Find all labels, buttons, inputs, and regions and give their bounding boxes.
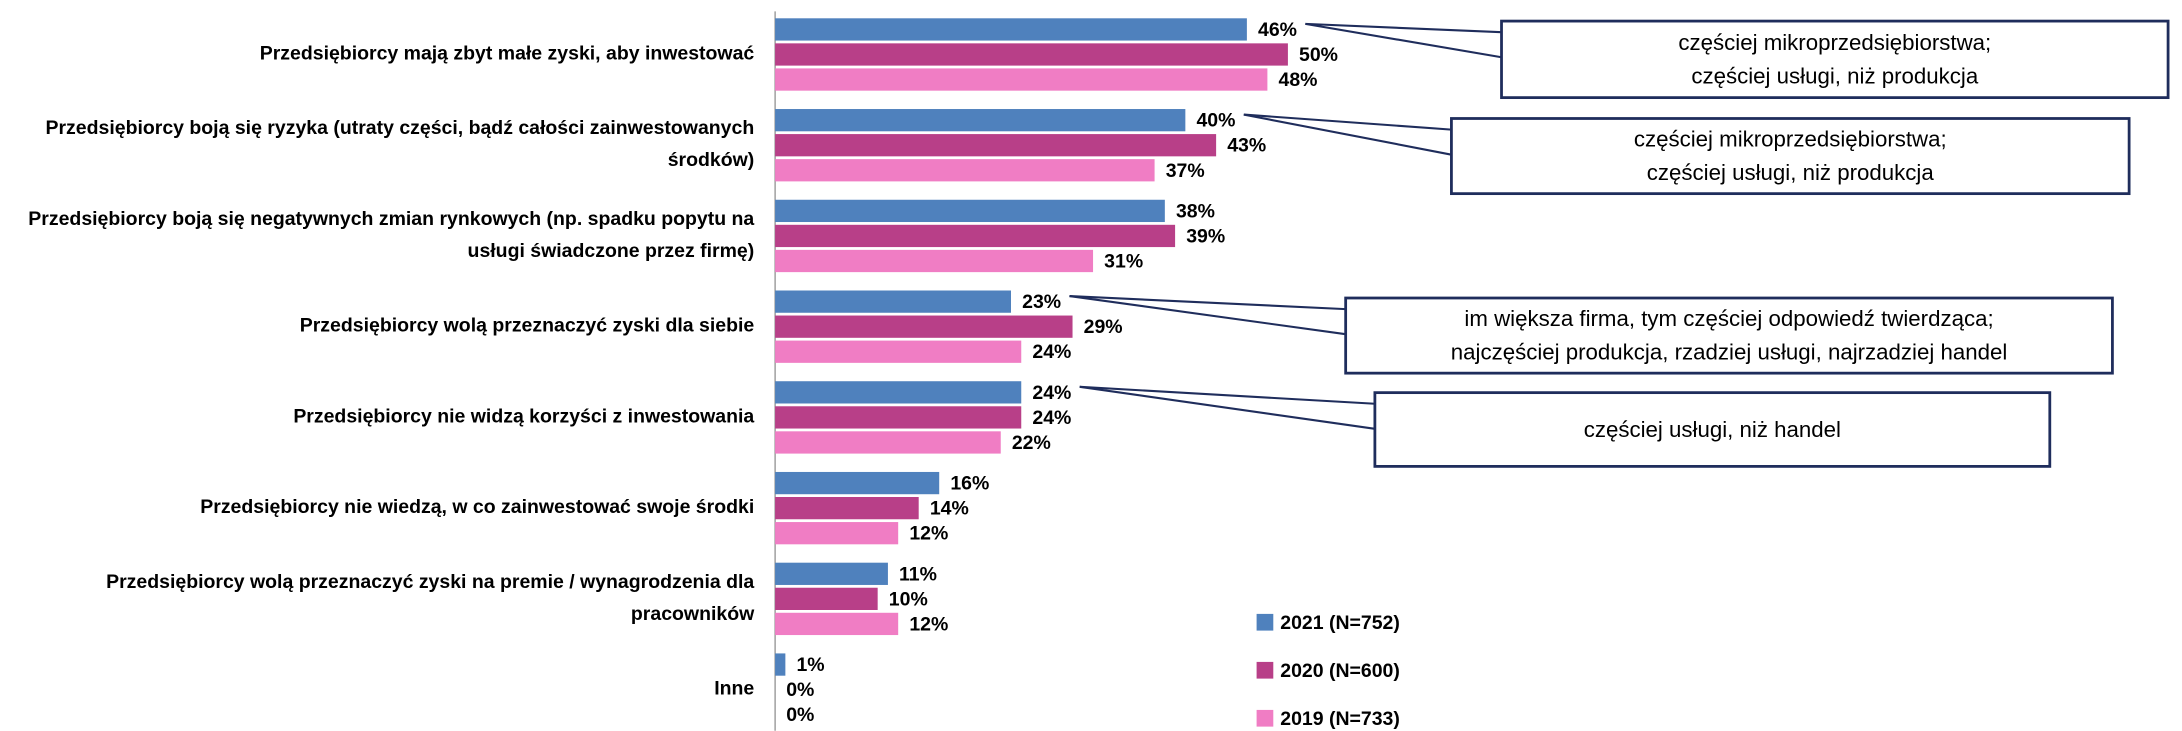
category-label: Przedsiębiorcy boją się negatywnych zmia… bbox=[28, 208, 754, 262]
value-label: 1% bbox=[796, 654, 824, 676]
callout-text: im większa firma, tym częściej odpowiedź… bbox=[1464, 306, 1993, 331]
value-label: 37% bbox=[1166, 160, 1205, 182]
value-label: 43% bbox=[1227, 135, 1266, 157]
category-label: Przedsiębiorcy mają zbyt małe zyski, aby… bbox=[260, 43, 755, 65]
value-label: 12% bbox=[909, 613, 948, 635]
callout-line bbox=[1079, 385, 1376, 430]
value-label: 12% bbox=[909, 523, 948, 545]
bar bbox=[775, 522, 899, 545]
bar bbox=[775, 199, 1165, 223]
legend-label: 2021 (N=752) bbox=[1280, 612, 1400, 634]
bar bbox=[775, 653, 786, 676]
value-label: 50% bbox=[1299, 44, 1338, 66]
value-label: 46% bbox=[1258, 19, 1297, 41]
value-label: 14% bbox=[930, 498, 969, 520]
category-label: Inne bbox=[714, 678, 754, 700]
bar bbox=[775, 471, 940, 495]
callout-box bbox=[1450, 117, 2131, 196]
bar bbox=[775, 249, 1094, 273]
value-label: 24% bbox=[1032, 341, 1071, 363]
callout-line bbox=[1079, 385, 1375, 405]
value-label: 0% bbox=[786, 679, 814, 701]
bar bbox=[775, 315, 1073, 338]
callout-text: częściej usługi, niż produkcja bbox=[1647, 160, 1935, 185]
category-label: Przedsiębiorcy nie wiedzą, w co zainwest… bbox=[200, 496, 754, 518]
callout-line bbox=[1305, 22, 1502, 34]
legend-label: 2019 (N=733) bbox=[1280, 708, 1400, 730]
bar bbox=[775, 612, 899, 636]
callout-box bbox=[1344, 296, 2114, 375]
value-label: 24% bbox=[1032, 382, 1071, 404]
bar bbox=[775, 68, 1268, 91]
bar bbox=[775, 497, 919, 520]
callout-line bbox=[1069, 295, 1346, 336]
bar bbox=[775, 109, 1186, 132]
legend-swatch bbox=[1256, 661, 1274, 679]
value-label: 31% bbox=[1104, 251, 1143, 273]
bar bbox=[775, 159, 1155, 182]
callout-box bbox=[1500, 19, 2170, 100]
bar bbox=[775, 431, 1001, 454]
category-label: Przedsiębiorcy wolą przeznaczyć zyski dl… bbox=[300, 315, 755, 337]
bar bbox=[775, 406, 1022, 429]
bar bbox=[775, 134, 1217, 157]
value-label: 39% bbox=[1186, 225, 1225, 247]
value-label: 22% bbox=[1012, 432, 1051, 454]
bar bbox=[775, 224, 1176, 248]
callout-box bbox=[1373, 391, 2052, 468]
value-label: 10% bbox=[889, 588, 928, 610]
callout-text: częściej mikroprzedsiębiorstwa; bbox=[1634, 127, 1947, 152]
callout-line bbox=[1243, 113, 1452, 156]
value-label: 48% bbox=[1279, 69, 1318, 91]
legend-swatch bbox=[1256, 613, 1274, 631]
category-label: Przedsiębiorcy boją się ryzyka (utraty c… bbox=[45, 117, 754, 171]
callout-text: częściej usługi, niż produkcja bbox=[1691, 63, 1979, 88]
callout-line bbox=[1243, 113, 1452, 131]
value-label: 16% bbox=[950, 473, 989, 495]
legend-label: 2020 (N=600) bbox=[1280, 660, 1400, 682]
value-label: 11% bbox=[899, 563, 937, 585]
value-label: 0% bbox=[786, 704, 814, 726]
bar bbox=[775, 340, 1022, 363]
callout-line bbox=[1069, 295, 1346, 311]
bar bbox=[775, 381, 1022, 404]
value-label: 29% bbox=[1084, 316, 1123, 338]
value-label: 23% bbox=[1022, 291, 1061, 313]
category-label: Przedsiębiorcy nie widzą korzyści z inwe… bbox=[293, 406, 754, 428]
legend-swatch bbox=[1256, 709, 1274, 727]
bar bbox=[775, 43, 1288, 66]
callout-text: częściej mikroprzedsiębiorstwa; bbox=[1678, 30, 1991, 55]
value-label: 24% bbox=[1032, 407, 1071, 429]
category-label: Przedsiębiorcy wolą przeznaczyć zyski na… bbox=[106, 571, 755, 625]
callout-text: najczęściej produkcja, rzadziej usługi, … bbox=[1451, 340, 2008, 365]
bar bbox=[775, 562, 888, 585]
bar bbox=[775, 587, 878, 611]
bar bbox=[775, 18, 1247, 41]
callout-line bbox=[1305, 22, 1502, 59]
bar bbox=[775, 290, 1011, 313]
value-label: 40% bbox=[1196, 110, 1235, 132]
value-label: 38% bbox=[1176, 200, 1215, 222]
callout-text: częściej usługi, niż handel bbox=[1584, 417, 1841, 442]
